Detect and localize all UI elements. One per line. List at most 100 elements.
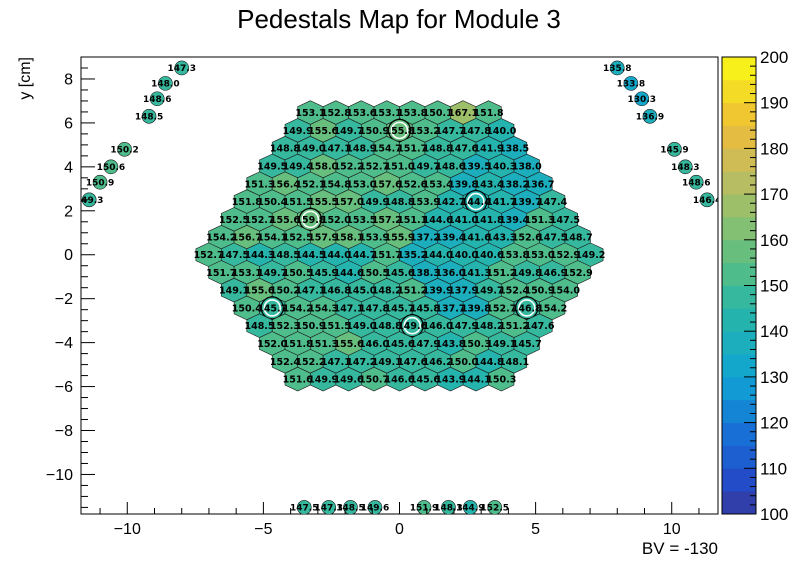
hex-cell-value: 148.5 xyxy=(244,321,274,332)
outer-cell-value: 150.6 xyxy=(97,163,125,173)
hex-cell-value: 145.7 xyxy=(384,303,414,314)
hex-cell-value: 144.0 xyxy=(423,250,453,261)
hex-cell-value: 152.9 xyxy=(550,250,580,261)
hex-cell-value: 148.6 xyxy=(435,161,465,172)
hex-cell-value: 149.9 xyxy=(308,375,338,386)
calibration-cell-ring-inner xyxy=(467,192,485,211)
outer-cell xyxy=(609,60,625,76)
hex-cell-value: 151.8 xyxy=(283,339,313,350)
hex-cell-value: 145.6 xyxy=(410,375,440,386)
outer-cell-value: 148.6 xyxy=(143,95,171,105)
outer-cell xyxy=(688,174,704,190)
outer-cell-value: 130.3 xyxy=(628,95,656,105)
hex-cell-value: 148.8 xyxy=(372,321,402,332)
outer-cell-value: 150.2 xyxy=(110,145,138,155)
outer-cell-value: 148.3 xyxy=(434,504,462,514)
hex-cell-value: 152.2 xyxy=(334,161,364,172)
hex-cell-value: 149.9 xyxy=(359,197,389,208)
hex-cell xyxy=(488,366,515,392)
hex-cells: 153.1152.8153.6153.1153.8150.1167.1151.8… xyxy=(194,100,605,392)
outer-cell xyxy=(92,174,108,190)
hex-cell-value: 155.9 xyxy=(384,233,414,244)
x-tick-label: 0 xyxy=(395,521,404,538)
calibration-cell-ring-inner xyxy=(263,299,282,317)
hex-cell-value: 152.5 xyxy=(283,233,313,244)
hex-cell-value: 147.5 xyxy=(550,215,580,226)
outer-cell xyxy=(623,76,639,91)
colorbar-segment xyxy=(722,125,756,149)
hex-cell-value: 158.0 xyxy=(308,161,338,172)
hex-cell-value: 146.6 xyxy=(384,375,414,386)
hex-cell-value: 147.5 xyxy=(219,250,249,261)
calibration-cell-ring-outer xyxy=(464,189,488,214)
hex-cell-value: 152.8 xyxy=(321,108,351,119)
hex-cell-value: 155.6 xyxy=(308,126,338,137)
outer-cell-value: 136.9 xyxy=(636,113,664,123)
hex-cell-value: 149.7 xyxy=(334,126,364,137)
hex-cell-value: 150.9 xyxy=(359,126,389,137)
hex-cell-value: 157.6 xyxy=(372,179,402,190)
hex-cell-value: 149.1 xyxy=(372,357,402,368)
hex-cell-value: 141.3 xyxy=(461,268,491,279)
colorbar-segment xyxy=(722,216,756,241)
hex-cell-value: 148.2 xyxy=(474,321,504,332)
colorbar-segment xyxy=(722,445,756,469)
hex-cell-value: 141.8 xyxy=(474,215,504,226)
hex-cell-value: 155.6 xyxy=(334,339,364,350)
y-tick-label: −6 xyxy=(55,379,73,396)
colorbar-segment xyxy=(722,399,756,423)
hex-cell-value: 147.6 xyxy=(397,357,427,368)
hex-cell-value: 154.2 xyxy=(537,303,567,314)
outer-cell xyxy=(667,141,682,157)
outer-cell xyxy=(117,141,132,157)
hex-cell-value: 153.1 xyxy=(232,268,262,279)
hex-cell-value: 147.2 xyxy=(346,357,376,368)
outer-cells: 147.3 148.0 148.6 148.5 150.2 150.6 150.9 149.3… xyxy=(81,60,721,514)
hex-cell-value: 152.3 xyxy=(270,321,300,332)
hex-cell-value: 137.7 xyxy=(435,303,465,314)
hex-cell-value: 151.1 xyxy=(397,215,427,226)
chart-title: Pedestals Map for Module 3 xyxy=(237,4,561,34)
hex-cell-value: 156.7 xyxy=(232,233,262,244)
hex-cell-value: 157.2 xyxy=(372,215,402,226)
hex-cell-value: 149.9 xyxy=(283,126,313,137)
hex-cell-value: 138.0 xyxy=(512,161,542,172)
hex-cell-value: 147.6 xyxy=(524,321,554,332)
outer-cell-value: 151.9 xyxy=(410,504,438,514)
colorbar-segment xyxy=(722,239,756,264)
outer-cell xyxy=(462,500,478,514)
outer-cell xyxy=(367,500,383,514)
hex-cell-value: 154.2 xyxy=(283,303,313,314)
hex-cell-value: 142.7 xyxy=(435,197,465,208)
colorbar-segment xyxy=(722,194,756,218)
hex-cell-value: 148.9 xyxy=(346,144,376,155)
outer-cell-value: 150.9 xyxy=(86,178,114,188)
hex-cell-value: 149.0 xyxy=(346,321,376,332)
calibration-cell-ring-inner xyxy=(390,121,409,140)
hex-cell-value: 145.8 xyxy=(410,303,440,314)
hex-cell-value: 155.6 xyxy=(244,286,274,297)
calibration-cell-ring-inner xyxy=(517,299,536,317)
outer-cell-value: 135.8 xyxy=(603,64,631,74)
hex-cell-value: 149.1 xyxy=(219,286,249,297)
hex-cell-value: 153.0 xyxy=(346,179,376,190)
hex-cell-value: 137.2 xyxy=(410,233,440,244)
hex-cell-value: 147.1 xyxy=(321,357,351,368)
hex-cell-value: 152.1 xyxy=(295,179,325,190)
outer-cell-value: 133.8 xyxy=(617,80,645,90)
outer-cell-value: 147.3 xyxy=(314,504,342,514)
outer-cell-value: 146.4 xyxy=(693,196,721,206)
hex-cell-value: 149.4 xyxy=(283,161,313,172)
hex-cell-value: 144.6 xyxy=(423,215,453,226)
bias-voltage-annotation: BV = -130 xyxy=(642,539,718,558)
outer-cell xyxy=(158,76,173,91)
hex-cell-value: 150.3 xyxy=(486,375,516,386)
hex-cell-value: 150.5 xyxy=(359,268,389,279)
hex-cell-value: 147.8 xyxy=(461,126,491,137)
hex-cell-value: 145.0 xyxy=(346,286,376,297)
hex-cell-value: 149.6 xyxy=(397,321,427,332)
hex-cell-value: 147.6 xyxy=(448,144,478,155)
hex-cell-value: 149.2 xyxy=(575,250,605,261)
calibration-cell-ring-outer xyxy=(515,296,539,320)
hex-cell-value: 150.3 xyxy=(461,339,491,350)
